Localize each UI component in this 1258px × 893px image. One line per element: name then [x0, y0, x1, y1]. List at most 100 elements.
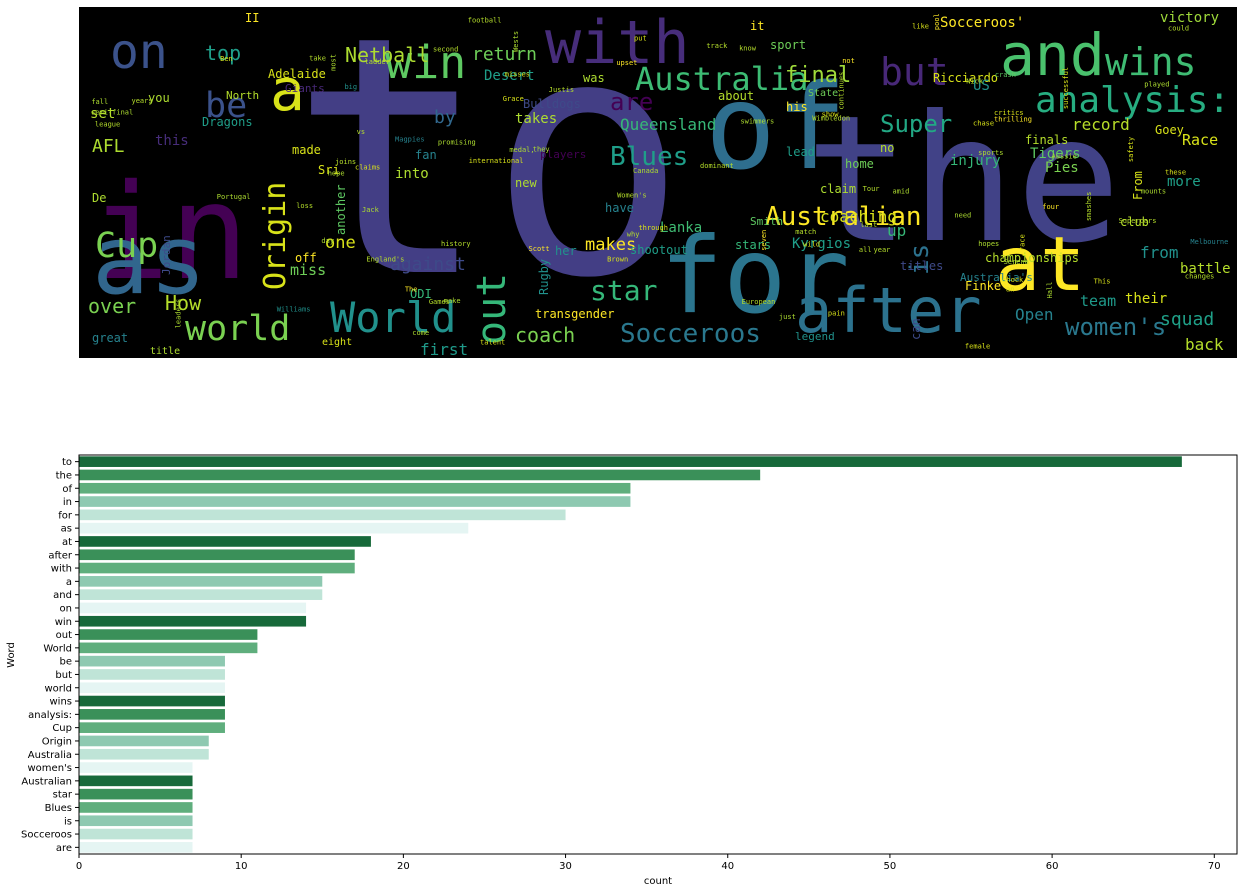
word-cloud-word: set	[90, 106, 115, 122]
word-cloud-word: one	[325, 233, 356, 253]
word-cloud-word: win	[385, 36, 466, 89]
word-cloud-word: at	[995, 220, 1085, 308]
word-cloud-word: Finke	[965, 279, 1001, 293]
word-cloud-word: an	[1006, 286, 1014, 294]
y-tick-label: analysis:	[28, 710, 72, 721]
word-cloud-word: Desert	[484, 68, 535, 84]
word-cloud-word: more	[1167, 174, 1201, 190]
bar	[79, 815, 193, 827]
word-cloud-word: Wimbledon	[812, 115, 850, 123]
word-cloud-word: successful	[1062, 67, 1070, 109]
word-cloud-word: eight	[322, 337, 352, 348]
word-cloud-word: up	[887, 221, 906, 240]
bar	[79, 629, 258, 640]
word-cloud-word: claim	[820, 182, 856, 196]
word-cloud-word: Supercars	[1119, 217, 1157, 225]
bar	[79, 842, 193, 853]
word-cloud-word: Sri	[318, 163, 340, 177]
word-cloud-word: Ricciardo	[933, 71, 998, 85]
word-cloud-word: Grace	[503, 95, 524, 103]
word-cloud-word: Rugby	[537, 259, 551, 295]
word-cloud-word: sports	[978, 149, 1003, 157]
word-cloud-word: female	[965, 342, 990, 350]
word-cloud-word: Super	[880, 110, 952, 138]
word-cloud-word: after	[795, 274, 982, 347]
word-cloud-word: and	[1000, 21, 1105, 89]
word-cloud-word: against	[390, 254, 466, 275]
word-cloud-word: track	[706, 42, 728, 50]
bar	[79, 522, 469, 534]
word-cloud-word: takes	[515, 111, 557, 127]
bar	[79, 722, 225, 733]
x-tick-label: 40	[721, 861, 734, 872]
word-cloud-word: Netball	[345, 43, 429, 67]
word-cloud-word: show	[822, 110, 840, 118]
word-cloud-word: four	[1042, 203, 1059, 211]
word-cloud-word: dominant	[700, 162, 734, 170]
word-cloud-word: swimmers	[740, 117, 774, 125]
word-cloud-word: these	[1165, 168, 1186, 176]
word-cloud-word: history	[441, 240, 471, 248]
word-cloud-word: this	[155, 133, 189, 149]
y-tick-label: women's	[28, 763, 73, 774]
word-cloud-word: Australia	[635, 60, 808, 98]
word-cloud-word: first	[420, 340, 468, 359]
word-cloud-word: Scott	[529, 245, 550, 253]
word-cloud-word: know	[739, 44, 757, 52]
word-cloud-word: fan	[415, 148, 437, 162]
word-cloud-word: misses	[505, 71, 530, 79]
word-cloud-word: pain	[828, 309, 845, 317]
word-cloud-word: sport	[770, 38, 806, 52]
word-cloud-word: ODI	[410, 287, 432, 301]
word-cloud-word: for	[660, 215, 850, 337]
word-cloud-word: Socceroos'	[940, 15, 1024, 31]
y-axis-label: Word	[6, 642, 17, 668]
word-cloud-word: out	[469, 273, 515, 345]
word-cloud-word: a	[270, 56, 305, 124]
x-tick-label: 0	[76, 861, 82, 872]
word-cloud-word: most	[329, 54, 337, 71]
word-cloud-word: II	[245, 11, 259, 25]
word-cloud-word: Williams	[277, 305, 311, 313]
word-cloud-word: from	[1140, 243, 1179, 262]
word-cloud-word: Giants	[285, 82, 325, 95]
y-tick-label: in	[63, 497, 72, 508]
word-cloud-word: safety	[1127, 137, 1135, 162]
word-cloud-word: come	[412, 329, 429, 337]
bar	[79, 682, 225, 694]
word-cloud-word: day	[321, 237, 334, 245]
word-cloud-word: leaders	[175, 299, 183, 329]
word-cloud-word: new	[515, 176, 537, 190]
y-tick-label: be	[60, 657, 73, 668]
word-cloud-word: club	[1120, 215, 1149, 229]
x-tick-label: 20	[397, 861, 410, 872]
word-cloud-word: hopes	[978, 240, 999, 248]
y-tick-label: as	[61, 524, 72, 535]
word-cloud-word: Cup	[95, 226, 158, 266]
word-cloud-word: makes	[585, 235, 636, 255]
word-cloud-word: have	[605, 201, 634, 215]
bar	[79, 762, 193, 773]
word-cloud-word: into	[395, 166, 429, 182]
word-cloud-word: State	[808, 88, 838, 99]
word-cloud-word: title	[150, 346, 180, 357]
word-cloud-word: top	[205, 41, 241, 65]
bar	[79, 496, 631, 507]
word-cloud-word: England's	[366, 256, 404, 264]
word-cloud-word: Justis	[549, 86, 574, 94]
word-cloud-word: claims	[355, 164, 380, 172]
x-tick-label: 70	[1208, 861, 1221, 872]
word-cloud-word: smashes	[1085, 192, 1093, 222]
word-cloud-word: changes	[1185, 273, 1215, 281]
bar	[79, 775, 193, 787]
y-tick-label: World	[43, 643, 72, 654]
word-cloud-word: they	[533, 146, 550, 154]
word-cloud-word: shock	[1002, 276, 1024, 284]
word-cloud-word: match	[795, 228, 816, 236]
word-cloud-word: Nick	[966, 77, 984, 85]
word-cloud-word: mounts	[1141, 187, 1166, 195]
word-cloud-word: is	[905, 244, 935, 275]
word-cloud-word: final	[785, 63, 851, 88]
word-cloud-word: battle	[1180, 261, 1231, 277]
